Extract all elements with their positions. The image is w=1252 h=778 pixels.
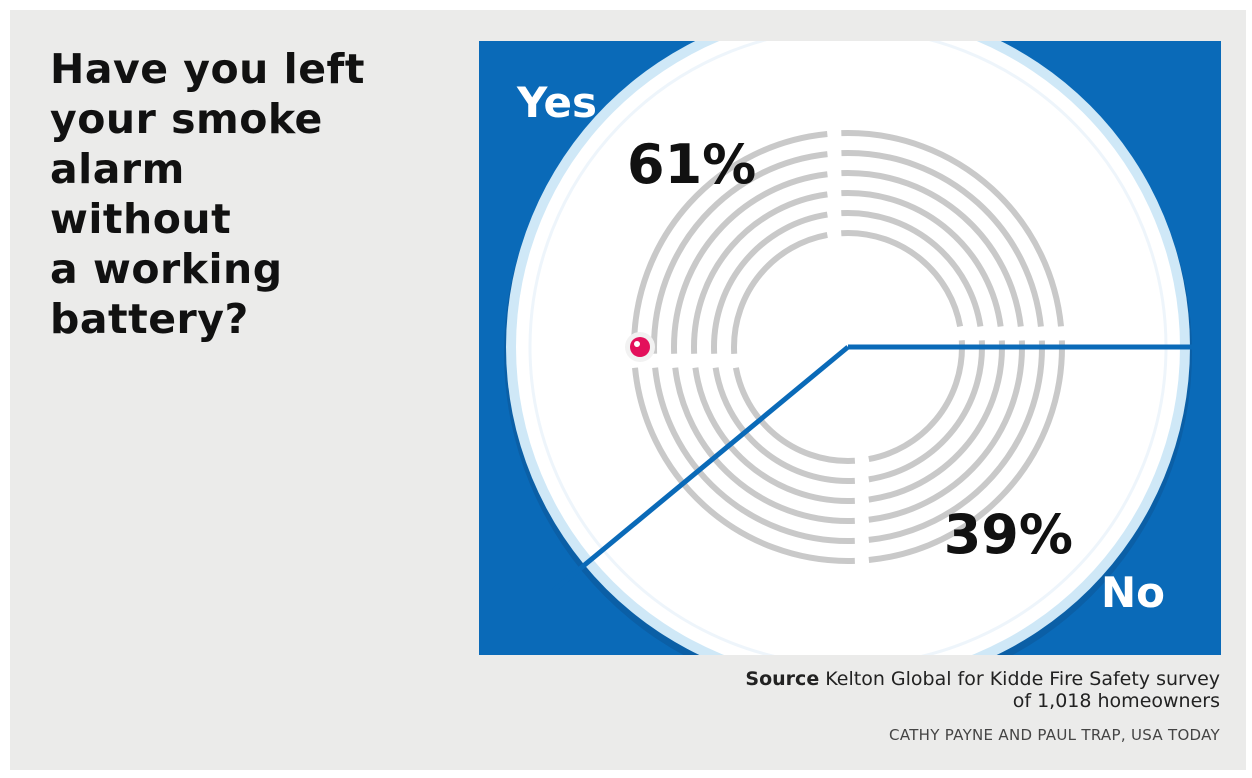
slice-value-yes: 61% (627, 133, 756, 196)
slice-value-no: 39% (944, 503, 1073, 566)
source-text: Kelton Global for Kidde Fire Safety surv… (825, 668, 1220, 712)
source-note: Source Kelton Global for Kidde Fire Safe… (520, 668, 1220, 712)
indicator-dot-glint (634, 341, 640, 347)
pie-labels: Yes 61% No 39% (516, 78, 1165, 617)
indicator-dot (630, 337, 650, 357)
source-label: Source (745, 668, 820, 690)
pie-slices (552, 344, 1221, 593)
chart-panel: Yes 61% No 39% (479, 41, 1221, 655)
pie-chart: Yes 61% No 39% (504, 41, 1221, 655)
slice-label-no: No (1101, 568, 1165, 617)
chart-title: Have you left your smoke alarm without a… (50, 45, 365, 343)
slice-label-yes: Yes (516, 78, 597, 127)
slice-divider-2 (552, 345, 850, 593)
credit-line: CATHY PAYNE AND PAUL TRAP, USA TODAY (889, 726, 1220, 744)
